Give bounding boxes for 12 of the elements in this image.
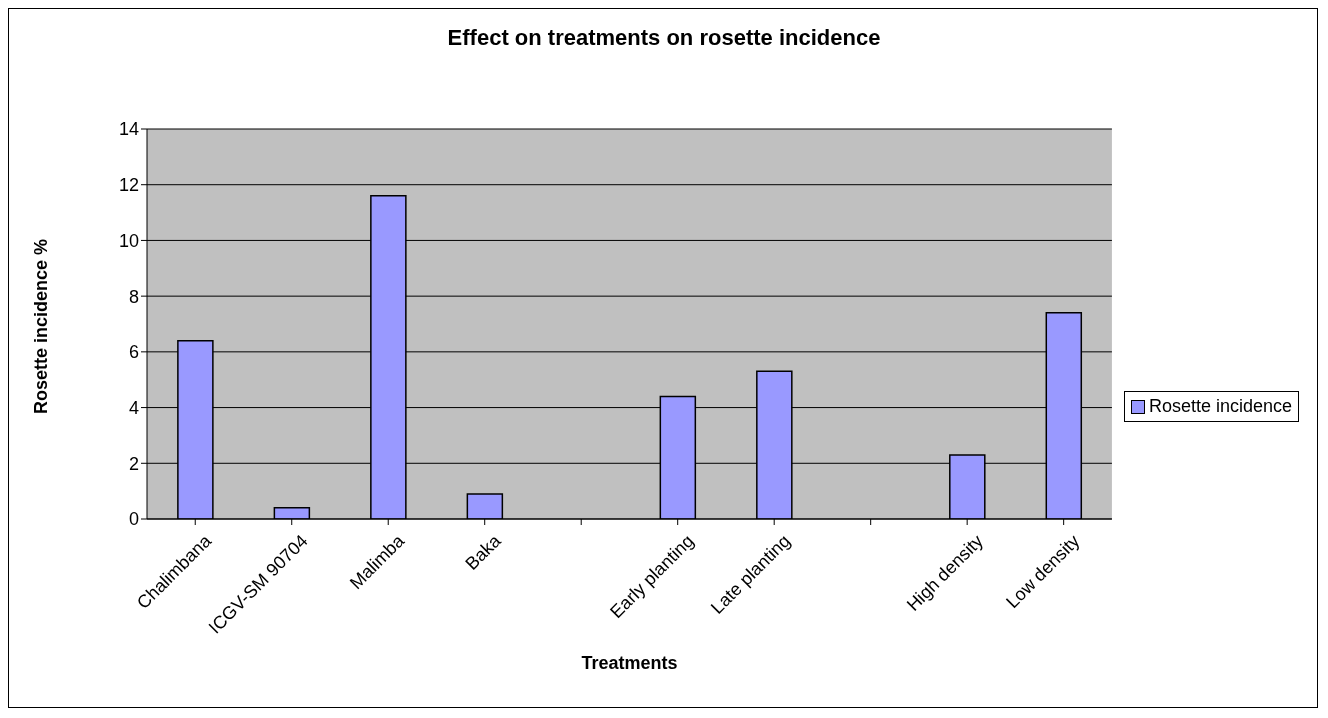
- y-tick-label: 12: [118, 175, 139, 196]
- chart-title: Effect on treatments on rosette incidence: [446, 25, 882, 51]
- y-tick-label: 10: [118, 230, 139, 251]
- y-tick-label: 0: [128, 509, 139, 530]
- y-tick-label: 14: [118, 119, 139, 140]
- y-tick-label: 2: [128, 453, 139, 474]
- y-tick-label: 8: [128, 286, 139, 307]
- y-tick-label: 4: [128, 397, 139, 418]
- y-tick-label: 6: [128, 342, 139, 363]
- legend-label: Rosette incidence: [1147, 396, 1292, 417]
- y-axis-title: Rosette incidence %: [31, 238, 52, 414]
- x-axis-title: Treatments: [581, 653, 678, 673]
